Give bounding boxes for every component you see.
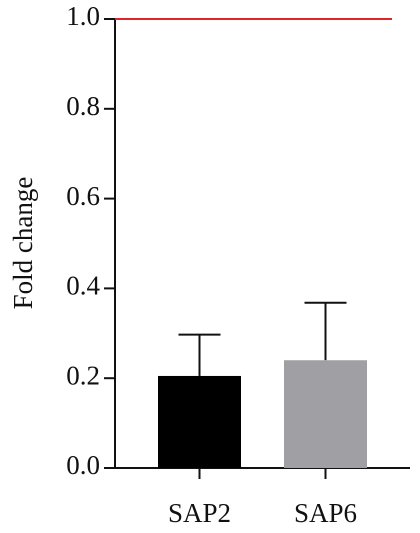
y-axis-label: Fold change [8, 177, 38, 310]
y-tick-label: 1.0 [66, 1, 100, 31]
bar [158, 375, 241, 468]
y-tick-label: 0.4 [66, 271, 100, 301]
y-tick-label: 0.2 [66, 360, 100, 390]
bar [284, 360, 367, 468]
y-tick-label: 0.8 [66, 91, 100, 121]
y-tick-label: 0.0 [66, 450, 100, 480]
y-tick-label: 0.6 [66, 181, 100, 211]
x-tick-label: SAP2 [168, 498, 231, 528]
x-tick-label: SAP6 [294, 498, 357, 528]
